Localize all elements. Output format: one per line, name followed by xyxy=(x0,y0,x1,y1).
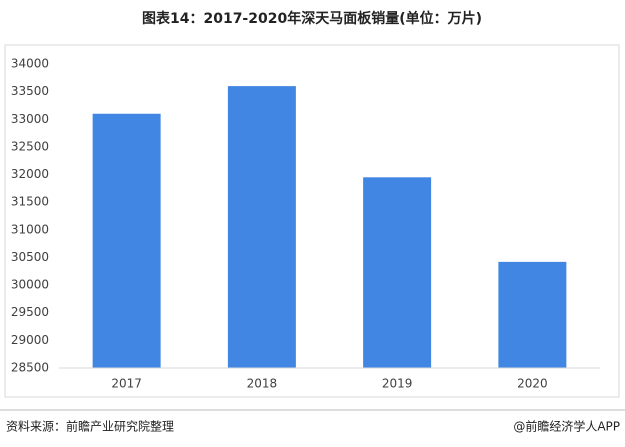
x-tick-label: 2018 xyxy=(247,377,278,391)
y-tick-label: 28500 xyxy=(11,361,49,375)
y-tick-label: 32000 xyxy=(11,167,49,181)
bar xyxy=(227,86,296,368)
bar xyxy=(498,261,567,368)
bar xyxy=(92,113,161,368)
y-tick-label: 29500 xyxy=(11,305,49,319)
y-tick-label: 31500 xyxy=(11,195,49,209)
brand: @前瞻经济学人APP xyxy=(513,419,620,434)
y-tick-label: 30500 xyxy=(11,250,49,264)
source: 资料来源：前瞻产业研究院整理 xyxy=(6,419,174,434)
x-tick-label: 2020 xyxy=(517,377,548,391)
chart-title: 图表14：2017-2020年深天马面板销量(单位：万片) xyxy=(142,10,482,27)
y-tick-label: 33000 xyxy=(11,112,49,126)
x-tick-label: 2019 xyxy=(382,377,413,391)
y-tick-label: 31000 xyxy=(11,222,49,236)
y-tick-label: 32500 xyxy=(11,139,49,153)
bar xyxy=(363,177,432,368)
x-tick-label: 2017 xyxy=(111,377,142,391)
y-tick-label: 33500 xyxy=(11,84,49,98)
chart-frame xyxy=(4,44,620,398)
y-tick-label: 29000 xyxy=(11,333,49,347)
y-tick-label: 30000 xyxy=(11,278,49,292)
y-tick-label: 34000 xyxy=(11,57,49,71)
